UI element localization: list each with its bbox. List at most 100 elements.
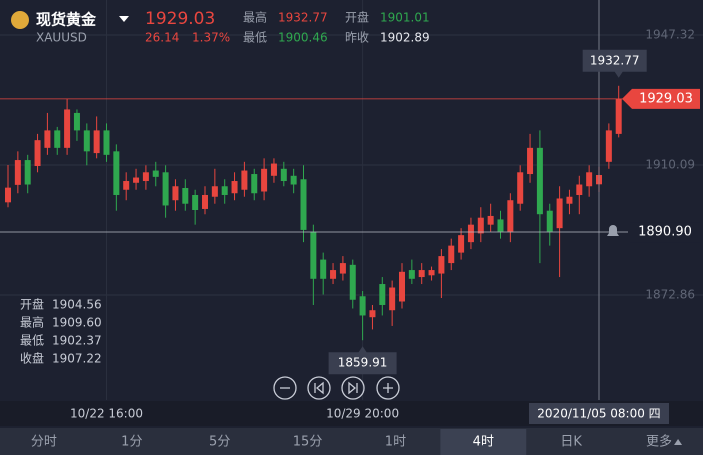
price: 1929.03 — [145, 9, 215, 29]
candle-body — [536, 147, 543, 215]
symbol-icon — [11, 11, 29, 29]
overlays: 1890.90 1929.03 1932.77 1859.91 — [0, 0, 700, 400]
candle-body — [162, 172, 169, 206]
stat-label: 最高 — [243, 10, 267, 25]
candle-body — [142, 172, 149, 182]
candle-body — [438, 256, 445, 274]
candle-body — [399, 271, 405, 302]
candle-body — [113, 151, 120, 195]
candle-body — [566, 196, 573, 204]
max-bubble — [582, 49, 647, 78]
x-tick-label: 2020/11/05 08:00 四 — [537, 407, 660, 421]
y-tick-label: 1872.86 — [645, 287, 695, 301]
candle-body — [349, 264, 356, 300]
candles — [5, 85, 622, 341]
alert-label-box — [630, 222, 700, 243]
stat-value: 1932.77 — [278, 11, 328, 25]
candle-body — [467, 224, 474, 243]
candle-body — [448, 245, 455, 264]
tab[interactable]: 1时 — [385, 435, 406, 450]
info-label: 开盘 — [20, 297, 44, 312]
info-value: 1902.37 — [52, 334, 102, 348]
stat-label: 开盘 — [345, 10, 369, 25]
icon — [348, 381, 358, 395]
candle-body — [320, 259, 327, 279]
zoom-out-button[interactable] — [273, 376, 297, 400]
candle-body — [133, 177, 140, 183]
tab[interactable]: 5分 — [209, 435, 230, 450]
tab[interactable]: 15分 — [293, 435, 323, 450]
candle-body — [182, 188, 189, 204]
candle-body — [280, 168, 287, 182]
candle-body — [251, 174, 258, 194]
candle-body — [93, 130, 100, 154]
tab-selected — [440, 429, 527, 455]
info-label: 收盘 — [20, 351, 44, 366]
period-tabs: 分时 1分 5分 15分 1时 4时 日K 更多 — [0, 428, 703, 455]
change-pct: 1.37% — [192, 31, 230, 45]
candle-body — [379, 284, 386, 305]
info-label: 最高 — [20, 315, 44, 330]
min-bubble — [328, 346, 397, 375]
first-button[interactable] — [307, 376, 331, 400]
info-value: 1907.22 — [52, 352, 102, 366]
candle-body — [152, 170, 159, 177]
candle-body — [389, 287, 396, 311]
candle-body — [14, 160, 21, 185]
candle-body — [339, 263, 346, 274]
candle-body — [458, 235, 465, 253]
candle-body — [330, 270, 337, 279]
candle-body — [172, 186, 179, 201]
chart-title[interactable]: 现货黄金 — [36, 11, 97, 29]
candle-body — [615, 98, 622, 134]
candle-body — [477, 217, 484, 234]
tab[interactable]: 4时 — [473, 435, 494, 450]
candle-body — [546, 210, 553, 232]
tab[interactable]: 1分 — [121, 435, 142, 450]
stat-label: 昨收 — [345, 31, 369, 45]
stat-value: 1900.46 — [278, 31, 328, 45]
bell-icon[interactable] — [607, 225, 619, 237]
candle-body — [270, 163, 277, 176]
stat-value: 1901.01 — [380, 11, 430, 25]
candle-body — [241, 170, 248, 190]
candle-body — [123, 181, 130, 190]
zoom-in-button[interactable] — [376, 376, 400, 400]
tab[interactable]: 分时 — [31, 435, 57, 450]
candle-body — [408, 270, 415, 279]
candle-body — [605, 130, 612, 162]
change: 26.14 — [145, 31, 179, 45]
dropdown-arrow[interactable] — [119, 16, 129, 22]
last-button[interactable] — [341, 376, 365, 400]
x-axis: 10/22 16:00 10/29 20:00 2020/11/05 08:00 四 — [70, 403, 669, 424]
candle-body — [556, 198, 563, 229]
x-tick-label: 10/29 20:00 — [326, 407, 399, 421]
candle-body — [310, 231, 317, 279]
candle-body — [527, 147, 534, 175]
candle-body — [418, 270, 425, 278]
alert-label: 1890.90 — [638, 225, 692, 240]
x-tick-label: 10/22 16:00 — [70, 407, 143, 421]
candle-body — [202, 194, 208, 209]
candle-body — [497, 219, 504, 232]
chart-subtitle: XAUUSD — [36, 31, 87, 45]
candle-body — [24, 160, 31, 185]
candle-body — [83, 130, 90, 152]
candle-body — [369, 310, 376, 318]
stat-label: 最低 — [243, 31, 267, 45]
candle-body — [517, 172, 524, 204]
tab[interactable]: 日K — [560, 435, 582, 450]
tab-bar — [0, 428, 703, 455]
crosshair-date-box — [529, 403, 669, 424]
tab[interactable]: 更多 — [646, 434, 672, 450]
candle-body — [5, 187, 11, 203]
crosshair-info: 开盘 1904.56 最高 1909.60 最低 1902.37 收盘 1907.22 — [20, 297, 102, 366]
candle-body — [64, 109, 71, 148]
max-label: 1932.77 — [590, 53, 640, 67]
candle-body — [54, 130, 61, 148]
candle-body — [428, 270, 435, 276]
candle-body — [576, 184, 583, 195]
candle-body — [211, 186, 218, 197]
candle-body — [300, 179, 307, 230]
